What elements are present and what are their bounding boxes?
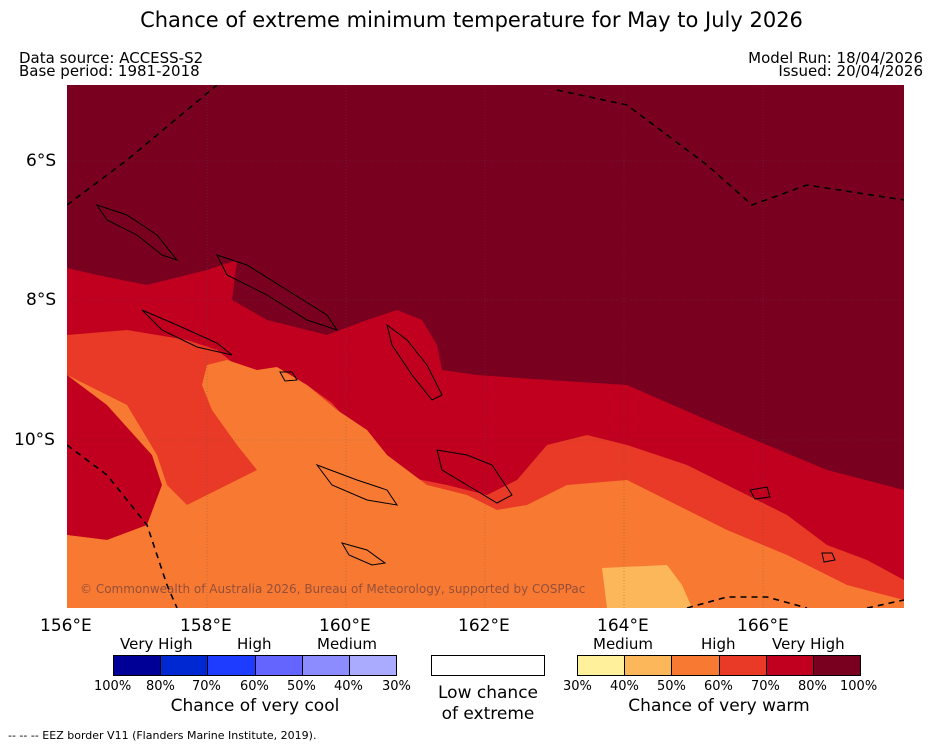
warm-pct-60: 60% [704, 679, 733, 694]
warm-swatch-60-70 [718, 656, 766, 675]
lon-label-156e: 156°E [40, 616, 92, 636]
lat-label-10s: 10°S [14, 430, 55, 450]
zone-medium-warm-50 [602, 565, 692, 608]
cool-swatch-80-70 [160, 656, 208, 675]
low-chance-label-line2: of extreme [441, 704, 535, 724]
eez-border [67, 85, 904, 608]
cool-swatch-60-50 [254, 656, 302, 675]
lon-label-160e: 160°E [319, 616, 371, 636]
cool-swatch-100-80 [114, 656, 161, 675]
warm-legend-title: Chance of very warm [628, 696, 810, 716]
cool-pct-70: 70% [192, 679, 221, 694]
cool-pct-80: 80% [146, 679, 175, 694]
data-source-label: Data source: ACCESS-S2 [19, 49, 204, 67]
lon-label-164e: 164°E [597, 616, 649, 636]
lat-label-8s: 8°S [26, 290, 57, 310]
cool-pct-40: 40% [334, 679, 363, 694]
eez-border-footnote: -- -- -- EEZ border V11 (Flanders Marine… [8, 729, 317, 742]
lon-label-162e: 162°E [458, 616, 510, 636]
warm-swatch-70-80 [765, 656, 813, 675]
warm-swatch-80-100 [812, 656, 861, 675]
warm-pct-100: 100% [840, 679, 878, 694]
cool-colorbar [113, 655, 397, 676]
warm-swatch-30-40 [578, 656, 625, 675]
cool-pct-60: 60% [240, 679, 269, 694]
base-period-label: Base period: 1981-2018 [19, 62, 200, 80]
cool-swatch-40-30 [348, 656, 397, 675]
cool-swatch-70-60 [207, 656, 255, 675]
cool-category-medium: Medium [317, 635, 377, 653]
cool-category-very-high: Very High [120, 635, 193, 653]
cool-pct-100: 100% [94, 679, 132, 694]
warm-category-medium: Medium [593, 635, 653, 653]
cool-pct-50: 50% [287, 679, 316, 694]
warm-pct-40: 40% [610, 679, 639, 694]
lat-label-6s: 6°S [26, 151, 57, 171]
graticule [67, 85, 904, 608]
cool-pct-30: 30% [382, 679, 411, 694]
islands [95, 204, 836, 566]
warm-swatch-50-60 [671, 656, 719, 675]
warm-category-very-high: Very High [772, 635, 845, 653]
model-run-label: Model Run: 18/04/2026 [748, 49, 923, 67]
warm-pct-50: 50% [657, 679, 686, 694]
lon-label-166e: 166°E [737, 616, 789, 636]
zone-medium-warm-60 [67, 360, 904, 608]
warm-pct-80: 80% [798, 679, 827, 694]
copyright-notice: © Commonwealth of Australia 2026, Bureau… [80, 582, 586, 596]
probability-map [67, 85, 904, 608]
low-chance-swatch [431, 655, 545, 676]
low-chance-label-line1: Low chance [438, 683, 538, 703]
cool-legend-title: Chance of very cool [170, 696, 340, 716]
warm-category-high: High [701, 635, 736, 653]
warm-pct-70: 70% [751, 679, 780, 694]
cool-swatch-50-40 [301, 656, 349, 675]
issued-date-label: Issued: 20/04/2026 [778, 62, 923, 80]
cool-category-high: High [237, 635, 272, 653]
warm-pct-30: 30% [563, 679, 592, 694]
warm-swatch-40-50 [624, 656, 672, 675]
map-title: Chance of extreme minimum temperature fo… [140, 8, 803, 32]
warm-colorbar [577, 655, 861, 676]
lon-label-158e: 158°E [180, 616, 232, 636]
